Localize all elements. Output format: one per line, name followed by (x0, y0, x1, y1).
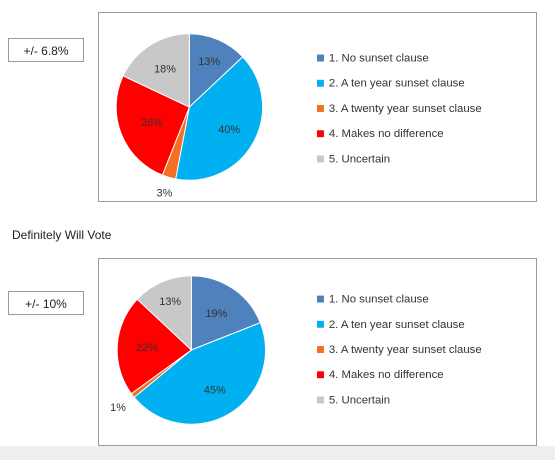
legend-swatch (317, 320, 324, 328)
legend-item-twenty-year: 3. A twenty year sunset clause (317, 344, 482, 356)
slice-uncertain (122, 33, 190, 108)
slice-label: 18% (154, 64, 176, 76)
margin-of-error-box-top: +/- 6.8% (8, 38, 84, 62)
legend-label: 4. Makes no difference (329, 369, 444, 381)
section-label: Definitely Will Vote (12, 228, 112, 242)
slice-no-sunset (190, 275, 261, 351)
slice-ten-year (133, 322, 267, 425)
slice-label: 22% (136, 342, 158, 354)
legend-swatch (317, 130, 324, 138)
pie-chart-panel-bottom: 19% 45% 1% 22% 13% 1. No sunset clause 2. A te… (98, 258, 537, 446)
legend-item-no-difference: 4. Makes no difference (317, 369, 444, 381)
legend-item-no-sunset: 1. No sunset clause (317, 52, 429, 64)
pie-chart-panel-top: 13% 40% 3% 26% 18% 1. No sunset clause 2. A te… (98, 12, 537, 202)
bottom-band (0, 446, 555, 460)
legend-label: 1. No sunset clause (329, 52, 429, 64)
slice-label: 26% (141, 117, 163, 129)
legend-swatch (317, 105, 324, 112)
legend-swatch (317, 295, 324, 303)
margin-of-error-box-bottom: +/- 10% (8, 291, 84, 315)
slice-uncertain (136, 275, 192, 352)
slice-label: 13% (198, 56, 220, 68)
pie-chart-top: 13% 40% 3% 26% 18% 1. No sunset clause 2. A te… (115, 33, 482, 200)
slice-label: 19% (205, 308, 227, 320)
margin-of-error-label: +/- 10% (25, 297, 67, 311)
legend-label: 1. No sunset clause (329, 294, 429, 306)
legend-label: 5. Uncertain (329, 394, 390, 406)
legend-swatch (317, 346, 324, 353)
legend-label: 3. A twenty year sunset clause (329, 103, 482, 115)
slice-label: 3% (157, 188, 173, 200)
slice-label: 40% (218, 124, 240, 136)
slice-label: 13% (159, 296, 181, 308)
legend-label: 2. A ten year sunset clause (329, 78, 465, 90)
legend-swatch (317, 155, 324, 163)
legend-label: 4. Makes no difference (329, 128, 444, 140)
legend-item-no-sunset: 1. No sunset clause (317, 294, 429, 306)
slice-label: 1% (110, 402, 126, 414)
pie-chart-bottom: 19% 45% 1% 22% 13% 1. No sunset clause 2. A te… (110, 275, 482, 425)
legend-swatch (317, 371, 324, 379)
legend-label: 3. A twenty year sunset clause (329, 344, 482, 356)
legend-item-uncertain: 5. Uncertain (317, 394, 390, 406)
legend-swatch (317, 54, 324, 62)
legend-item-uncertain: 5. Uncertain (317, 153, 390, 165)
slice-label: 45% (204, 385, 226, 397)
legend-item-ten-year: 2. A ten year sunset clause (317, 78, 465, 90)
margin-of-error-label: +/- 6.8% (23, 44, 69, 58)
legend-item-no-difference: 4. Makes no difference (317, 128, 444, 140)
legend-label: 2. A ten year sunset clause (329, 319, 465, 331)
slice-ten-year (175, 56, 264, 181)
legend-label: 5. Uncertain (329, 153, 390, 165)
legend-item-ten-year: 2. A ten year sunset clause (317, 319, 465, 331)
slice-no-difference (115, 75, 190, 176)
slice-no-difference (116, 298, 193, 395)
legend-item-twenty-year: 3. A twenty year sunset clause (317, 103, 482, 115)
legend-swatch (317, 79, 324, 87)
legend-swatch (317, 396, 324, 404)
slice-no-sunset (188, 33, 244, 109)
